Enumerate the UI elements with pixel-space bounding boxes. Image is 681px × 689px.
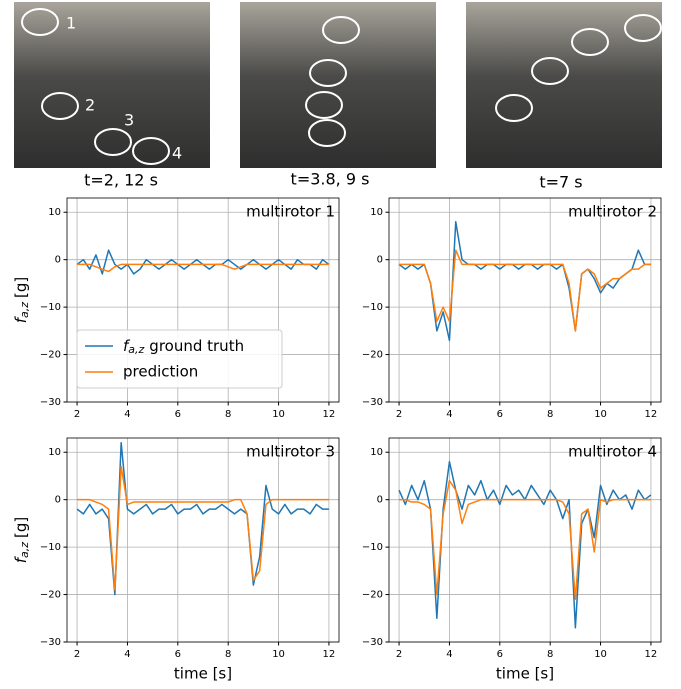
x-tick-label: 4 [446,409,452,420]
y-axis-label-symbol: f [12,315,30,323]
y-tick-label: 10 [370,207,383,218]
legend-label: prediction [123,363,198,381]
photo-caption: t=2, 12 s [84,171,158,190]
y-tick-label: −10 [362,542,383,553]
panel-title: multirotor 2 [568,203,657,221]
photo [240,2,436,168]
photo-caption: t=3.8, 9 s [291,170,370,189]
x-tick-label: 10 [594,649,607,660]
y-axis-label-symbol: f [12,555,30,563]
x-tick-label: 8 [547,649,553,660]
y-tick-label: −10 [40,542,61,553]
x-tick-label: 10 [594,409,607,420]
panel-title: multirotor 1 [246,203,335,221]
plot-frame [66,197,340,403]
x-tick-label: 2 [74,649,80,660]
x-tick-label: 10 [272,409,285,420]
y-tick-label: 10 [48,447,61,458]
chart: −30 −20 −10 0 10 2 4 6 8 10 12 multirotor 3 fa,z [g] t… [12,437,340,683]
y-axis-label-subscript: a,z [18,302,31,318]
y-tick-label: −20 [40,350,61,361]
chart: −30 −20 −10 0 10 2 4 6 8 10 12 multirotor 2 [362,197,662,420]
x-tick-label: 6 [175,649,181,660]
y-tick-label: −20 [362,590,383,601]
x-tick-label: 6 [497,649,503,660]
photo: 1 2 3 4 [14,2,210,168]
y-tick-label: −20 [362,350,383,361]
panel-title: multirotor 4 [568,443,657,461]
legend-label: fa,z ground truth [123,337,244,357]
y-axis-label-unit: [g] [12,517,30,538]
photo-label: 4 [172,144,182,163]
y-tick-label: 10 [370,447,383,458]
x-tick-label: 12 [645,649,658,660]
y-axis-label: fa,z [g] [12,277,32,324]
data-line [76,441,329,596]
x-tick-label: 8 [225,649,231,660]
y-tick-label: −30 [40,637,61,648]
x-tick-label: 4 [446,649,452,660]
x-tick-label: 2 [74,409,80,420]
x-tick-label: 4 [124,649,130,660]
data-line [398,220,651,342]
data-line [399,479,651,601]
panel-title: multirotor 3 [246,443,335,461]
x-tick-label: 12 [323,409,336,420]
x-tick-label: 8 [225,409,231,420]
y-tick-label: 0 [377,255,383,266]
x-tick-label: 6 [175,409,181,420]
legend-label-text: ground truth [149,337,244,355]
x-tick-label: 8 [547,409,553,420]
y-tick-label: 0 [377,495,383,506]
y-axis-label-unit: [g] [12,277,30,298]
x-tick-label: 12 [645,409,658,420]
data-line [77,465,329,591]
y-tick-label: −10 [40,302,61,313]
y-axis-label: fa,z [g] [12,517,32,564]
plot-frame [66,437,340,643]
y-tick-label: −30 [40,397,61,408]
x-tick-label: 12 [323,649,336,660]
photo-caption: t=7 s [539,173,582,192]
x-axis-label: time [s] [174,665,232,683]
y-axis-label-subscript: a,z [18,542,31,558]
x-tick-label: 2 [396,409,402,420]
chart: −30 −20 −10 0 10 2 4 6 8 10 12 multirotor 4 time [s] [362,437,662,683]
data-line [76,249,330,275]
photo-label: 3 [124,111,134,130]
plot-frame [388,197,662,403]
y-tick-label: −20 [40,590,61,601]
plot-frame [388,437,662,643]
data-line [77,263,329,273]
legend-label-symbol: f [123,337,131,355]
y-tick-label: −10 [362,302,383,313]
data-line [398,460,652,629]
x-tick-label: 2 [396,649,402,660]
x-axis-label: time [s] [496,665,554,683]
y-tick-label: 0 [55,255,61,266]
legend-label-subscript: a,z [128,343,144,356]
y-tick-label: −30 [362,637,383,648]
x-tick-label: 6 [497,409,503,420]
photo-label: 1 [66,14,76,33]
y-tick-label: 10 [48,207,61,218]
legend-box [76,329,283,389]
photo-label: 2 [85,96,95,115]
x-tick-label: 10 [272,649,285,660]
data-line [399,249,651,332]
x-tick-label: 4 [124,409,130,420]
y-tick-label: −30 [362,397,383,408]
photo [466,2,662,168]
y-tick-label: 0 [55,495,61,506]
